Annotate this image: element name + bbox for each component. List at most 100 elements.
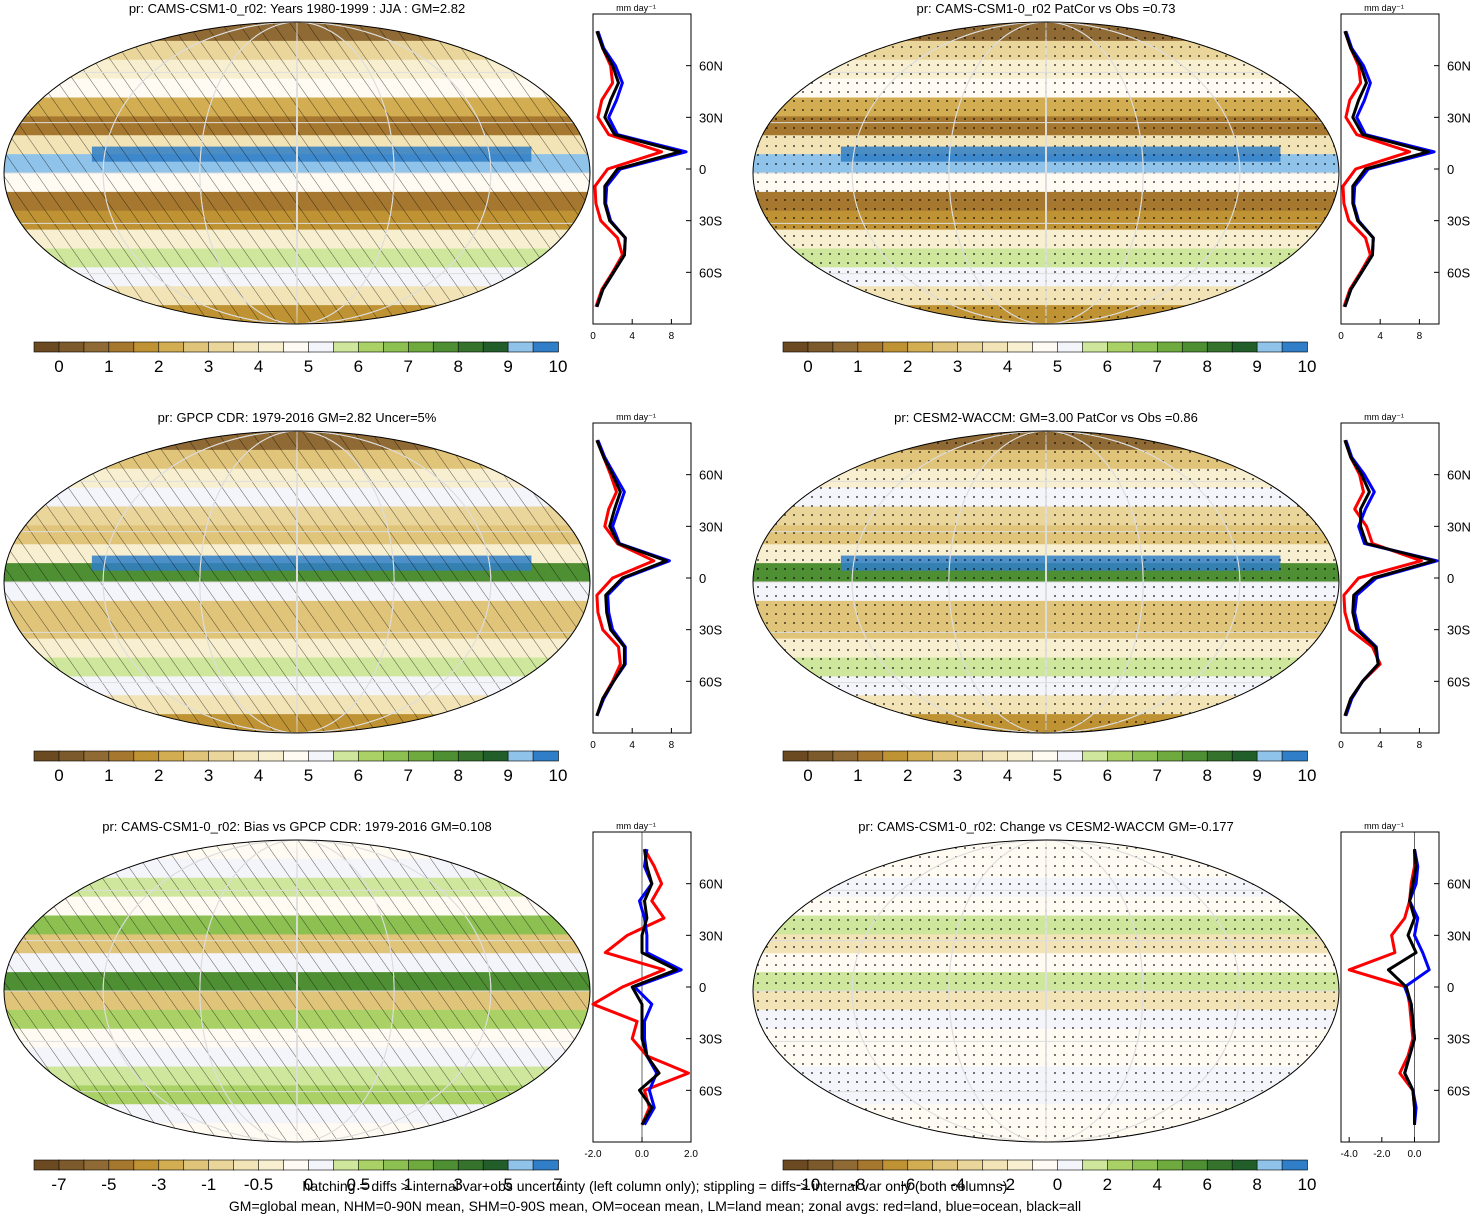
zonal-x-tick-label: 4 <box>1377 740 1383 751</box>
colorbar-box <box>1231 341 1258 353</box>
colorbar-box <box>1057 341 1084 353</box>
zonal-axis-label: mm day⁻¹ <box>1364 3 1404 13</box>
colorbar-box <box>308 750 335 762</box>
zonal-line-all <box>1386 849 1418 1125</box>
colorbar-box <box>1082 1159 1109 1171</box>
colorbar-box <box>183 1159 210 1171</box>
zonal-axis-label: mm day⁻¹ <box>616 3 656 13</box>
colorbar-box <box>1057 1159 1084 1171</box>
zonal-line-all <box>1343 439 1436 717</box>
colorbar-box <box>58 1159 85 1171</box>
graticule-line <box>102 840 492 1142</box>
colorbar-label: 4 <box>1003 357 1012 376</box>
colorbar-box <box>832 750 859 762</box>
colorbar-box <box>457 341 484 353</box>
graticule-line <box>1045 22 1047 324</box>
zonal-x-tick-label: 8 <box>669 331 675 342</box>
colorbar-label: 4 <box>1153 1175 1162 1194</box>
colorbar-box <box>782 341 809 353</box>
panel-title: pr: CAMS-CSM1-0_r02: Change vs CESM2-WAC… <box>858 819 1234 834</box>
zonal-x-tick-label: 0.0 <box>635 1149 649 1160</box>
zonal-frame <box>1340 831 1440 1143</box>
colorbar-label: 9 <box>1252 357 1261 376</box>
zonal-y-tick-label: 0 <box>1447 162 1454 177</box>
colorbar-box <box>407 341 435 353</box>
colorbar-box <box>1231 1159 1258 1171</box>
colorbar-label: 10 <box>1298 766 1317 785</box>
panel-title: pr: CAMS-CSM1-0_r02 PatCor vs Obs =0.73 <box>916 1 1175 16</box>
colorbar-box <box>308 341 335 353</box>
colorbar-box <box>482 750 509 762</box>
colorbar-box <box>58 341 85 353</box>
zonal-x-tick-label: 4 <box>1377 331 1383 342</box>
panel-3: pr: GPCP CDR: 1979-2016 GM=2.82 Uncer=5%… <box>3 410 723 785</box>
colorbar-box <box>233 1159 260 1171</box>
colorbar-label: 5 <box>1053 766 1062 785</box>
map-outline <box>752 21 1340 325</box>
colorbar-label: -5 <box>101 1175 116 1194</box>
zonal-y-tick-label: 0 <box>699 571 706 586</box>
colorbar-box <box>932 1159 959 1171</box>
colorbar-label: 0 <box>304 1175 313 1194</box>
zonal-line-all <box>630 848 678 1126</box>
colorbar-label: 7 <box>404 766 413 785</box>
zonal-y-tick-label: 30N <box>699 928 723 943</box>
map-field <box>753 431 1339 733</box>
colorbar-box <box>1132 341 1159 353</box>
colorbar-label: -3 <box>151 1175 166 1194</box>
colorbar-box <box>333 1159 360 1171</box>
colorbar-box <box>832 341 859 353</box>
colorbar-label: 9 <box>503 766 512 785</box>
colorbar-label: 0 <box>54 766 63 785</box>
zonal-y-tick-label: 30N <box>1447 519 1471 534</box>
colorbar-box <box>1057 750 1084 762</box>
colorbar-box <box>108 1159 135 1171</box>
footer-note-definitions: GM=global mean, NHM=0-90N mean, SHM=0-90… <box>228 1198 1082 1214</box>
colorbar-box <box>358 750 385 762</box>
graticule-line <box>102 431 492 733</box>
zonal-y-tick-label: 60N <box>699 468 723 483</box>
graticule-line <box>296 431 298 733</box>
colorbar-label: 2 <box>154 357 163 376</box>
graticule-line <box>948 22 1144 324</box>
colorbar-box <box>857 750 884 762</box>
colorbar-box <box>133 1159 160 1171</box>
colorbar-label: 0 <box>803 766 812 785</box>
colorbar-box <box>932 341 959 353</box>
zonal-x-tick-label: 0 <box>590 331 596 342</box>
zonal-y-tick-label: 30S <box>1447 623 1470 638</box>
zonal-line-all <box>595 439 668 717</box>
colorbar-box <box>1032 750 1059 762</box>
colorbar-box <box>133 341 160 353</box>
colorbar-label: 8 <box>453 766 462 785</box>
colorbar-label: 1 <box>853 766 862 785</box>
colorbar-label: 0 <box>1053 1175 1062 1194</box>
colorbar-label: 8 <box>453 357 462 376</box>
colorbar-box <box>407 1159 435 1171</box>
graticule-line <box>199 840 395 1142</box>
colorbar-box <box>907 750 934 762</box>
colorbar-box <box>333 750 360 762</box>
colorbar-box <box>782 750 809 762</box>
colorbar-label: 9 <box>1252 766 1261 785</box>
colorbar-box <box>1206 750 1233 762</box>
panel-6: pr: CAMS-CSM1-0_r02: Change vs CESM2-WAC… <box>752 819 1471 1194</box>
graticule-line <box>1045 431 1047 733</box>
graticule-line <box>199 22 395 324</box>
colorbar-label: 5 <box>503 1175 512 1194</box>
colorbar-label: 3 <box>953 766 962 785</box>
colorbar-box <box>283 341 310 353</box>
zonal-x-tick-label: 4 <box>629 740 635 751</box>
colorbar-box <box>383 341 410 353</box>
zonal-line-all <box>595 30 682 308</box>
colorbar-box <box>957 750 984 762</box>
colorbar-box <box>1032 341 1059 353</box>
colorbar-label: -8 <box>850 1175 865 1194</box>
colorbar-box <box>532 750 559 762</box>
colorbar-box <box>1256 750 1283 762</box>
colorbar-label: 8 <box>1202 357 1211 376</box>
map-outline <box>752 839 1340 1143</box>
zonal-x-tick-label: 4 <box>629 331 635 342</box>
colorbar-box <box>1132 1159 1159 1171</box>
